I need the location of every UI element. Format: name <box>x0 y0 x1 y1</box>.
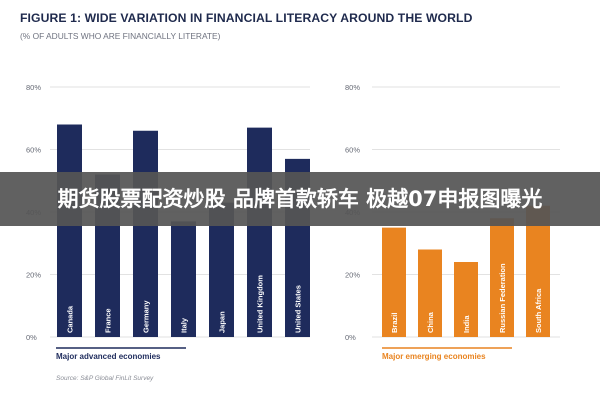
advanced-y-tick-label: 0% <box>26 333 37 342</box>
advanced-y-tick-label: 20% <box>26 271 41 280</box>
emerging-category-label: South Africa <box>534 288 543 333</box>
advanced-group-label: Major advanced economies <box>56 352 161 361</box>
chart-title: FIGURE 1: WIDE VARIATION IN FINANCIAL LI… <box>20 11 473 25</box>
emerging-bar-china <box>418 249 442 337</box>
advanced-y-tick-label: 60% <box>26 146 41 155</box>
advanced-category-label: France <box>104 308 113 333</box>
advanced-bar-canada <box>57 124 82 337</box>
emerging-y-tick-label: 80% <box>345 83 360 92</box>
emerging-bar-south-africa <box>526 205 550 337</box>
banner-text: 期货股票配资炒股 品牌首款轿车 极越07申报图曝光 <box>57 187 543 211</box>
advanced-bar-germany <box>133 130 158 337</box>
advanced-category-label: Italy <box>180 317 189 333</box>
advanced-category-label: United Kingdom <box>256 275 265 333</box>
advanced-bar-united-kingdom <box>247 127 272 337</box>
emerging-y-tick-label: 0% <box>345 333 356 342</box>
emerging-group-label: Major emerging economies <box>382 352 486 361</box>
chart-subtitle: (% OF ADULTS WHO ARE FINANCIALLY LITERAT… <box>20 31 221 41</box>
advanced-y-tick-label: 80% <box>26 83 41 92</box>
emerging-category-label: Brazil <box>390 313 399 333</box>
emerging-category-label: China <box>426 311 435 333</box>
emerging-category-label: Russian Federation <box>498 263 507 333</box>
advanced-category-label: United States <box>294 285 303 333</box>
emerging-bar-brazil <box>382 227 406 337</box>
emerging-bar-india <box>454 262 478 337</box>
advanced-category-label: Canada <box>66 305 75 333</box>
emerging-y-tick-label: 60% <box>345 146 360 155</box>
advanced-category-label: Japan <box>218 311 227 333</box>
overlay-banner: 期货股票配资炒股 品牌首款轿车 极越07申报图曝光 <box>0 172 600 226</box>
emerging-y-tick-label: 20% <box>345 271 360 280</box>
advanced-category-label: Germany <box>142 300 151 333</box>
emerging-bar-russian-federation <box>490 218 514 337</box>
advanced-bar-italy <box>171 221 196 337</box>
source-note: Source: S&P Global FinLit Survey <box>56 375 154 382</box>
emerging-category-label: India <box>462 315 471 333</box>
